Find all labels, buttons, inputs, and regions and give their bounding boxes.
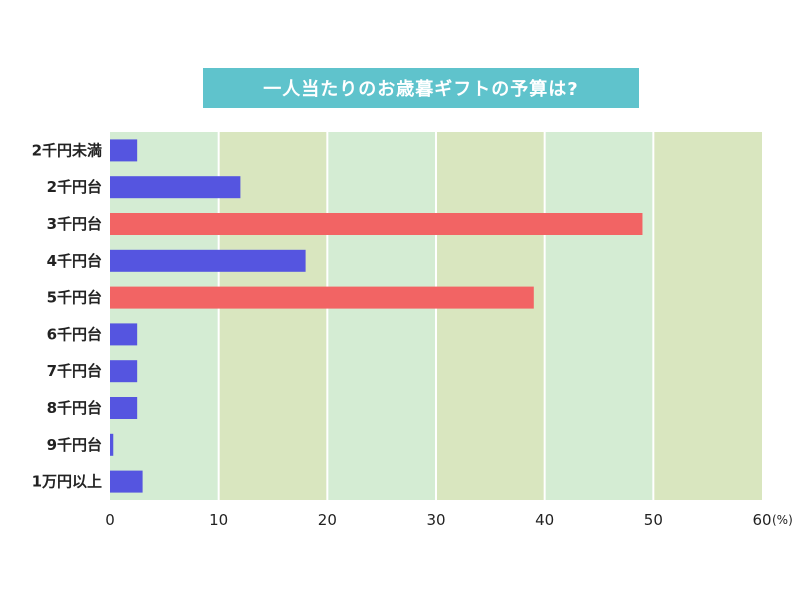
x-tick-label: 50 <box>644 511 663 529</box>
category-labels: 2千円未満 2千円台 3千円台 4千円台 5千円台 6千円台 7千円台 8千円台 9千円台 1万円… <box>32 141 102 490</box>
bars <box>110 139 643 493</box>
bar <box>110 397 138 419</box>
category-label: 2千円台 <box>47 178 102 196</box>
chart-title: 一人当たりのお歳暮ギフトの予算は? <box>203 68 639 108</box>
category-label: 3千円台 <box>47 215 102 233</box>
bar <box>110 139 138 162</box>
background-band <box>544 132 654 500</box>
x-tick-label: 10 <box>209 511 228 529</box>
bar <box>110 249 306 272</box>
x-tick-label: 60 <box>752 511 771 529</box>
background-band <box>653 132 762 500</box>
x-tick-label: 30 <box>426 511 445 529</box>
x-tick-labels: 0 10 20 30 40 50 60 <box>105 511 771 529</box>
bar <box>110 470 143 493</box>
category-label: 8千円台 <box>47 399 102 417</box>
bar <box>110 433 114 456</box>
bar <box>110 286 534 309</box>
x-tick-label: 40 <box>535 511 554 529</box>
category-label: 5千円台 <box>47 289 102 307</box>
category-label: 2千円未満 <box>32 141 102 159</box>
category-label: 9千円台 <box>47 436 102 454</box>
category-label: 4千円台 <box>47 252 102 270</box>
x-tick-label: 20 <box>318 511 337 529</box>
bar <box>110 323 138 346</box>
x-tick-label: 0 <box>105 511 115 529</box>
background-bands <box>110 132 762 500</box>
category-label: 1万円以上 <box>32 473 102 491</box>
category-label: 7千円台 <box>47 362 102 380</box>
bar <box>110 213 643 235</box>
background-band <box>327 132 436 500</box>
x-unit-label: (%) <box>772 513 793 527</box>
bar <box>110 360 138 383</box>
bar <box>110 176 241 199</box>
background-band <box>436 132 545 500</box>
category-label: 6千円台 <box>47 325 102 343</box>
